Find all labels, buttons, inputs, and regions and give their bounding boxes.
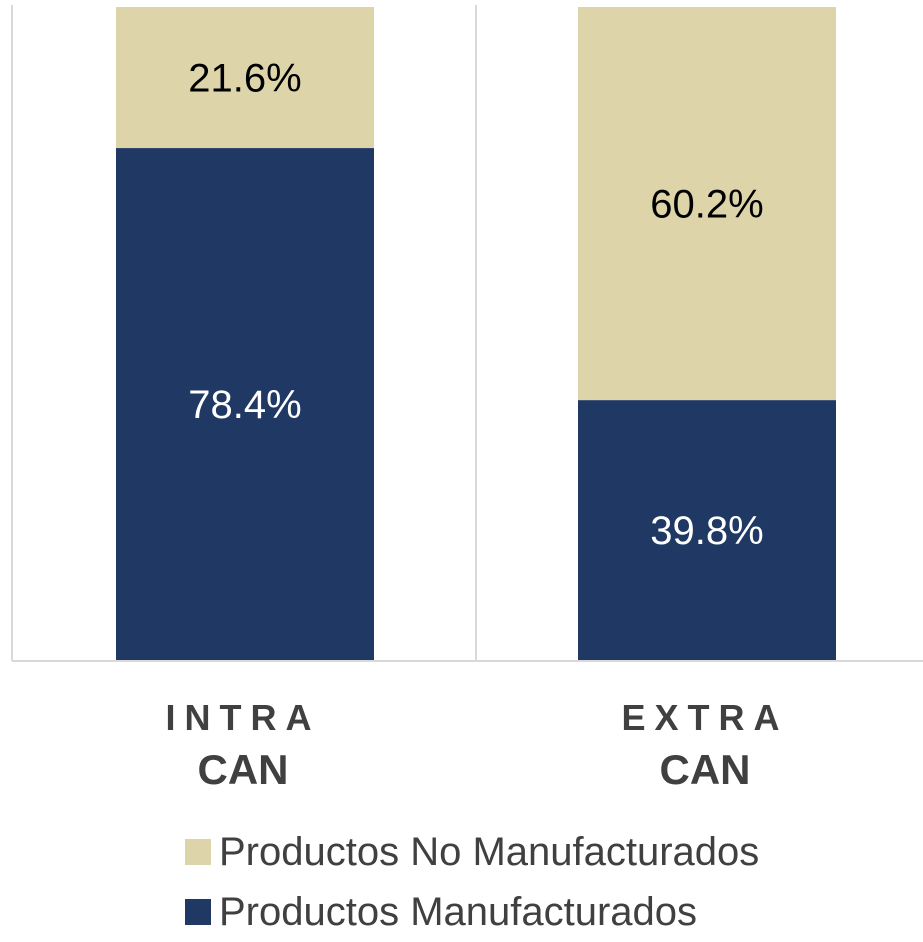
stacked-bar-chart: 78.4% 21.6% 39.8% 60.2% INTRA CAN EXTRA CAN bbox=[11, 5, 923, 793]
category-label-1-line-0: EXTRA bbox=[621, 697, 788, 738]
bar-segment-no-manufacturados-1 bbox=[578, 7, 836, 401]
category-label-0-line-0: INTRA bbox=[166, 697, 321, 738]
legend-item-manufacturados: Productos Manufacturados bbox=[185, 882, 759, 942]
bar-segment-manufacturados-0 bbox=[116, 148, 374, 660]
legend-label-no-manufacturados: Productos No Manufacturados bbox=[219, 829, 760, 874]
data-label-manufacturados-0: 78.4% bbox=[188, 383, 301, 427]
legend-item-no-manufacturados: Productos No Manufacturados bbox=[185, 822, 759, 882]
legend-label-manufacturados: Productos Manufacturados bbox=[219, 889, 698, 934]
category-label-1-line-1: CAN bbox=[660, 746, 751, 793]
category-label-0-line-1: CAN bbox=[198, 746, 289, 793]
legend: Productos No Manufacturados Productos Ma… bbox=[185, 822, 759, 942]
data-label-manufacturados-1: 39.8% bbox=[650, 509, 763, 553]
bar-segment-no-manufacturados-0 bbox=[116, 7, 374, 149]
bar-segment-manufacturados-1 bbox=[578, 400, 836, 660]
legend-swatch-no-manufacturados bbox=[185, 839, 211, 865]
legend-swatch-manufacturados bbox=[185, 899, 211, 925]
data-label-no-manufacturados-0: 21.6% bbox=[188, 57, 301, 101]
data-label-no-manufacturados-1: 60.2% bbox=[650, 183, 763, 227]
